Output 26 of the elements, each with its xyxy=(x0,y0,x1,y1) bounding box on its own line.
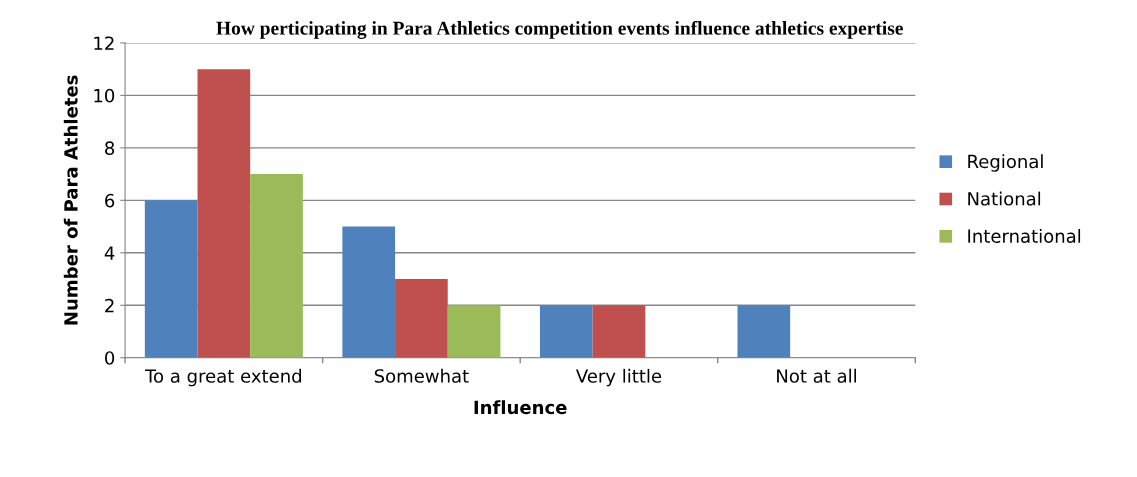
bar xyxy=(737,305,791,358)
y-tick-label: 8 xyxy=(105,141,115,155)
bar xyxy=(197,69,251,358)
x-tick-label: Somewhat xyxy=(374,368,469,383)
y-tick-label: 2 xyxy=(105,298,114,313)
bar xyxy=(342,226,396,358)
legend-label: Regional xyxy=(968,154,1043,172)
legend-label: International xyxy=(968,228,1081,243)
x-tick-label: Not at all xyxy=(777,368,856,383)
bar xyxy=(592,305,646,358)
x-tick-label: To a great extend xyxy=(145,368,301,387)
x-axis-title: Influence xyxy=(474,400,567,415)
legend-label: National xyxy=(968,191,1041,206)
y-tick-label: 6 xyxy=(105,193,115,208)
y-axis-title: Number of Para Athletes xyxy=(63,75,78,325)
bar xyxy=(395,279,448,358)
bar xyxy=(447,305,501,358)
chart-title: How perticipating in Para Athletics competition events influence athletics expertise xyxy=(216,20,903,39)
x-tick-label: Very little xyxy=(575,368,662,387)
y-tick-label: 0 xyxy=(105,351,115,365)
bar xyxy=(539,305,593,358)
bar xyxy=(144,200,198,358)
y-tick-label: 12 xyxy=(94,36,114,50)
bar xyxy=(250,174,303,358)
y-tick-label: 10 xyxy=(94,88,115,103)
y-tick-label: 4 xyxy=(104,246,115,260)
